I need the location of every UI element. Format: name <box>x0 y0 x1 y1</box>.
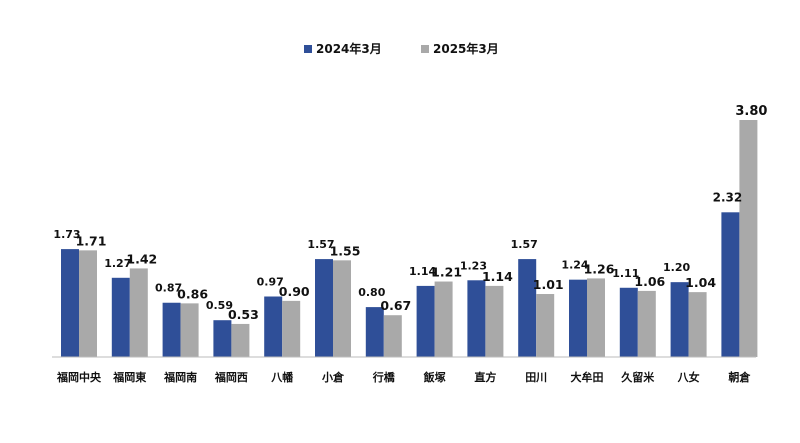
bar-2025-3 <box>231 323 250 357</box>
bar-2024-4 <box>264 296 283 357</box>
bar-2024-6 <box>365 307 384 357</box>
value-label-2025-1: 1.42 <box>126 251 157 266</box>
category-label-13: 朝倉 <box>728 370 751 384</box>
category-label-3: 福岡西 <box>214 370 248 384</box>
value-label-2025-6: 0.67 <box>380 298 411 313</box>
value-label-2024-3: 0.59 <box>206 299 233 312</box>
value-label-2025-5: 1.55 <box>330 243 361 258</box>
bar-2024-11 <box>619 287 638 357</box>
bar-2025-2 <box>180 303 199 357</box>
category-label-1: 福岡東 <box>112 370 147 384</box>
legend: 2024年3月 2025年3月 <box>304 41 499 56</box>
category-label-10: 大牟田 <box>571 370 604 384</box>
value-label-2024-13: 2.32 <box>713 190 743 204</box>
legend-swatch-0 <box>304 45 312 53</box>
value-label-2024-8: 1.23 <box>460 259 487 272</box>
value-label-2025-3: 0.53 <box>228 307 259 322</box>
legend-swatch-1 <box>421 45 429 53</box>
bar-2024-13 <box>721 212 740 357</box>
category-label-12: 八女 <box>677 370 700 384</box>
value-label-2025-11: 1.06 <box>634 274 665 289</box>
bar-2025-4 <box>282 300 301 357</box>
value-label-2025-12: 1.04 <box>685 275 716 290</box>
value-label-2024-9: 1.57 <box>511 238 538 251</box>
value-label-2025-4: 0.90 <box>279 284 310 299</box>
value-label-2024-0: 1.73 <box>53 228 80 241</box>
bar-2024-8 <box>467 280 486 357</box>
bar-2025-10 <box>587 278 605 357</box>
value-label-2025-10: 1.26 <box>584 261 615 276</box>
bar-2025-13 <box>739 120 758 357</box>
category-label-9: 田川 <box>525 371 547 384</box>
value-label-2025-2: 0.86 <box>177 286 208 301</box>
category-label-2: 福岡南 <box>163 370 197 384</box>
bar-2024-12 <box>670 282 689 357</box>
value-label-2025-13: 3.80 <box>735 104 767 119</box>
category-labels-group: 福岡中央 福岡東 福岡南 福岡西 八幡 小倉 行橋 飯塚 直方 田川 大牟田 久留米 八女 朝倉 <box>56 370 751 384</box>
value-label-2025-7: 1.21 <box>431 265 462 280</box>
bar-2025-7 <box>434 281 453 357</box>
bar-2024-5 <box>315 259 333 357</box>
category-label-0: 福岡中央 <box>56 370 102 384</box>
bar-2025-6 <box>383 315 402 357</box>
value-label-2024-12: 1.20 <box>663 261 690 274</box>
value-label-2024-5: 1.57 <box>307 238 334 251</box>
value-label-2024-4: 0.97 <box>257 276 284 289</box>
value-label-2024-7: 1.14 <box>409 265 436 278</box>
bar-2025-0 <box>79 250 97 357</box>
bars-group <box>61 120 758 357</box>
bar-2024-7 <box>416 285 435 357</box>
legend-label-0: 2024年3月 <box>316 41 382 56</box>
bar-2025-11 <box>637 290 656 357</box>
value-label-2025-9: 1.01 <box>533 277 564 292</box>
value-label-2024-10: 1.24 <box>561 259 588 272</box>
bar-2024-3 <box>213 320 232 357</box>
bar-2024-0 <box>61 249 79 357</box>
category-label-5: 小倉 <box>321 370 345 384</box>
value-label-2024-2: 0.87 <box>155 282 182 295</box>
value-label-2024-6: 0.80 <box>358 286 385 299</box>
bar-2024-9 <box>518 259 537 357</box>
legend-label-1: 2025年3月 <box>433 41 499 56</box>
value-label-2025-0: 1.71 <box>76 233 107 248</box>
category-label-7: 飯塚 <box>423 370 446 384</box>
bar-2025-9 <box>536 294 555 357</box>
bar-2024-10 <box>569 279 587 357</box>
value-labels-group: 1.731.71 1.271.42 0.870.860.590.53 0.970.90… <box>53 104 767 322</box>
bar-2024-2 <box>162 302 181 357</box>
bar-2025-1 <box>129 268 148 357</box>
value-label-2024-11: 1.11 <box>612 267 639 280</box>
bar-2024-1 <box>111 277 130 357</box>
bar-2025-5 <box>333 260 351 357</box>
bar-2025-8 <box>485 285 504 357</box>
category-label-4: 八幡 <box>270 370 294 384</box>
value-label-2024-1: 1.27 <box>104 257 131 270</box>
bar-2025-12 <box>688 292 707 357</box>
value-label-2025-8: 1.14 <box>482 269 513 284</box>
category-label-11: 久留米 <box>621 370 655 384</box>
category-label-6: 行橋 <box>372 370 396 384</box>
category-label-8: 直方 <box>474 370 496 384</box>
